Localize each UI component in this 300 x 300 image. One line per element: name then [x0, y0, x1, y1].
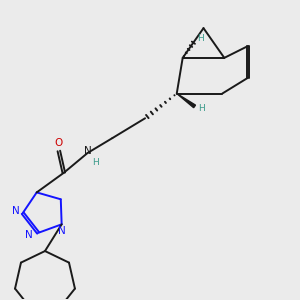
Text: H: H	[198, 104, 205, 113]
Text: N: N	[12, 206, 20, 216]
Text: O: O	[55, 138, 63, 148]
Polygon shape	[177, 94, 196, 108]
Text: N: N	[25, 230, 33, 240]
Text: N: N	[84, 146, 92, 157]
Text: N: N	[58, 226, 65, 236]
Text: H: H	[92, 158, 99, 167]
Text: H: H	[197, 34, 204, 43]
